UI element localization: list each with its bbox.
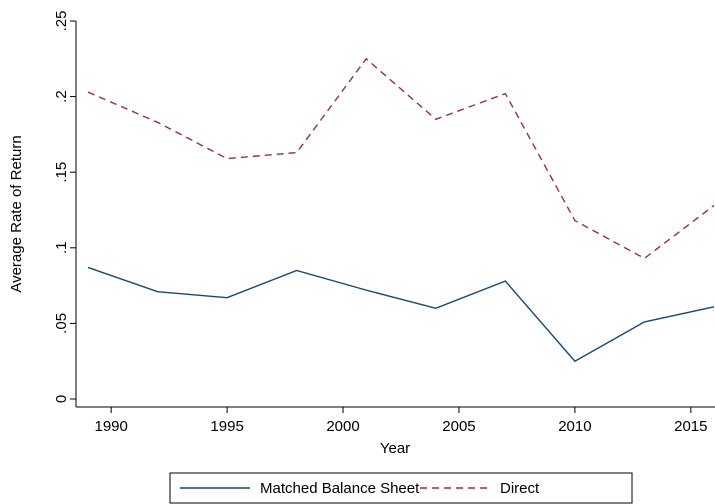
x-tick-label: 2005 [442, 418, 475, 435]
x-tick-label: 2015 [674, 418, 707, 435]
legend-label: Matched Balance Sheet [260, 480, 420, 497]
legend-label: Direct [500, 480, 540, 497]
y-tick-label: .05 [53, 313, 70, 334]
y-tick-label: .1 [53, 242, 70, 255]
y-tick-label: .25 [53, 11, 70, 32]
y-tick-label: .2 [53, 90, 70, 103]
y-tick-label: .15 [53, 162, 70, 183]
x-axis-label: Year [380, 440, 410, 457]
x-tick-label: 1990 [94, 418, 127, 435]
y-axis-label: Average Rate of Return [8, 135, 25, 292]
series-line [87, 266, 715, 363]
x-tick-label: 1995 [210, 418, 243, 435]
series-line [87, 57, 715, 260]
x-tick-label: 2000 [326, 418, 359, 435]
x-tick-label: 2010 [558, 418, 591, 435]
y-tick-label: 0 [53, 395, 70, 403]
